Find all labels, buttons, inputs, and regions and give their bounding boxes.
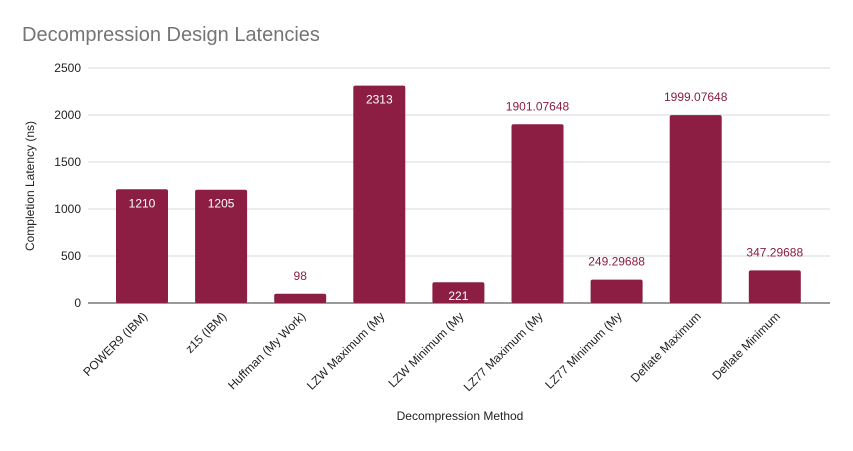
data-label: 98 bbox=[294, 269, 308, 283]
y-tick-label: 0 bbox=[74, 296, 81, 310]
x-axis-title: Decompression Method bbox=[397, 409, 524, 423]
data-label: 1999.07648 bbox=[664, 90, 728, 104]
data-label: 2313 bbox=[366, 93, 393, 107]
bar bbox=[353, 85, 406, 303]
data-label: 347.29688 bbox=[746, 245, 803, 259]
data-label: 1210 bbox=[129, 196, 156, 210]
x-tick-label: Deflate Minimum bbox=[709, 309, 783, 383]
x-tick-label: LZW Minimum (My bbox=[385, 309, 466, 390]
y-tick-label: 1000 bbox=[54, 202, 81, 216]
bar bbox=[432, 282, 485, 303]
x-tick-label: z15 (IBM) bbox=[183, 309, 230, 356]
x-tick-label: LZ77 Maximum (My bbox=[461, 309, 546, 394]
x-tick-label: LZ77 Minimum (My bbox=[542, 309, 625, 392]
x-tick-label: Huffman (My Work) bbox=[225, 309, 308, 392]
bars bbox=[116, 85, 801, 303]
x-axis-labels: POWER9 (IBM) z15 (IBM)Huffman (My Work)LZ… bbox=[80, 309, 783, 394]
data-label: 249.29688 bbox=[588, 255, 645, 269]
data-labels: 1210 1205 98 2313 221 1901.07648 249.29688 1999… bbox=[129, 90, 804, 303]
y-tick-label: 2500 bbox=[54, 61, 81, 75]
bar bbox=[195, 189, 248, 303]
y-axis-ticks: 0 500 1000 1500 2000 2500 bbox=[54, 61, 81, 310]
bar bbox=[511, 124, 564, 303]
bar bbox=[669, 115, 722, 303]
y-tick-label: 1500 bbox=[54, 155, 81, 169]
chart-title: Decompression Design Latencies bbox=[22, 24, 320, 46]
x-tick-label: LZW Maximum (My bbox=[304, 309, 387, 392]
data-label: 1205 bbox=[208, 197, 235, 211]
data-label: 221 bbox=[448, 289, 468, 303]
y-tick-label: 2000 bbox=[54, 108, 81, 122]
bar bbox=[748, 270, 801, 303]
x-tick-label: POWER9 (IBM) bbox=[80, 309, 150, 379]
bar bbox=[590, 279, 643, 303]
bar bbox=[116, 189, 168, 303]
y-tick-label: 500 bbox=[61, 249, 81, 263]
data-label: 1901.07648 bbox=[506, 99, 570, 113]
x-tick-label: Deflate Maximum bbox=[628, 309, 704, 385]
bar bbox=[274, 293, 327, 303]
y-axis-title: Completion Latency (ns) bbox=[23, 121, 37, 251]
